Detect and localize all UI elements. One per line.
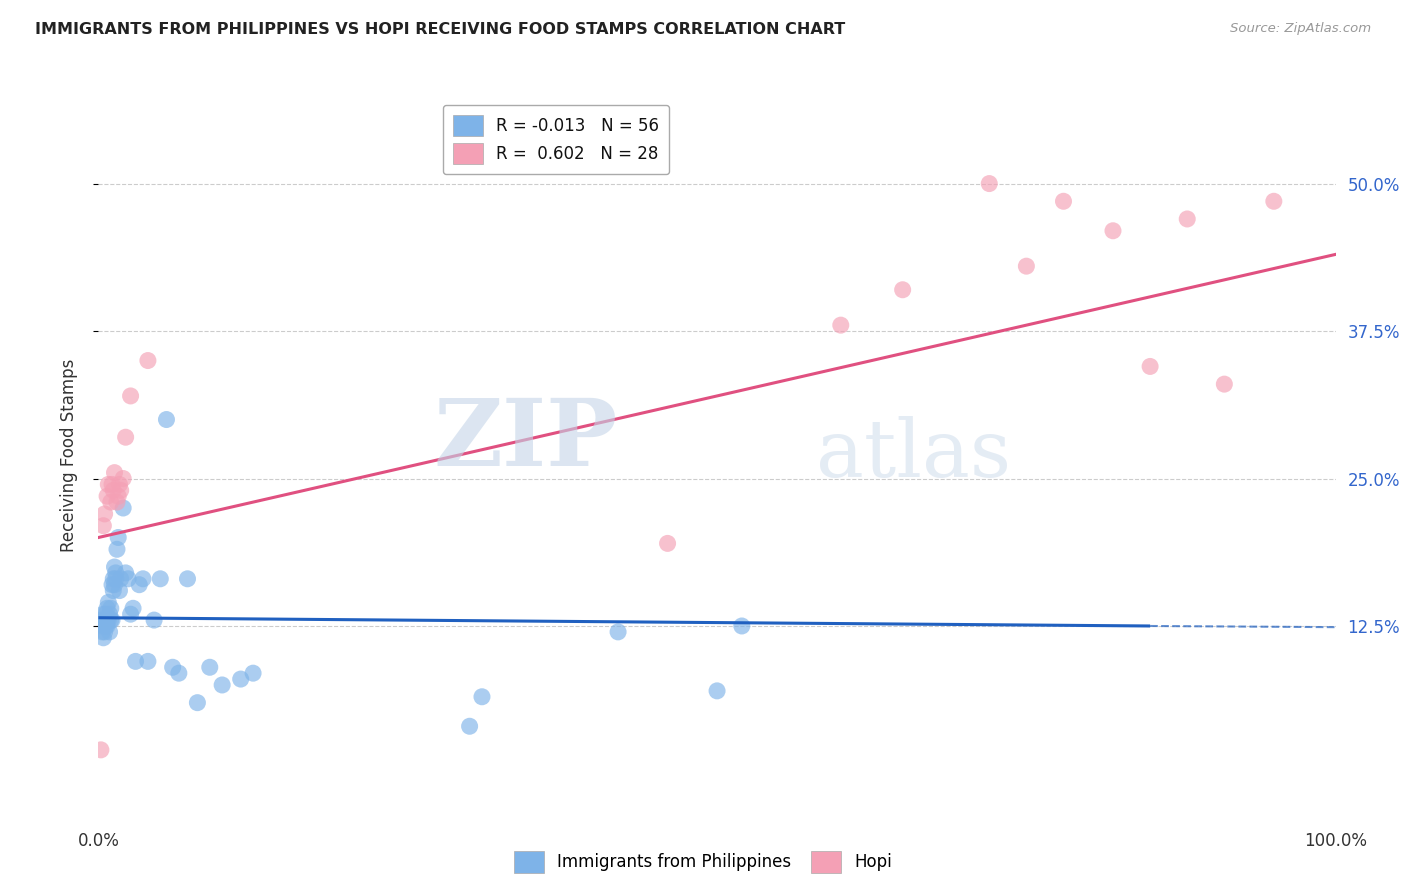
Point (979, 177, 1001, 191)
Point (94, 607, 117, 622)
Point (91, 624, 114, 639)
Point (94, 613, 117, 627)
Point (100, 613, 122, 627)
Point (105, 495, 128, 509)
Text: IMMIGRANTS FROM PHILIPPINES VS HOPI RECEIVING FOOD STAMPS CORRELATION CHART: IMMIGRANTS FROM PHILIPPINES VS HOPI RECE… (35, 22, 845, 37)
Point (167, 666, 190, 681)
Point (1213, 377, 1236, 392)
Point (101, 613, 124, 627)
Point (103, 572, 125, 586)
Point (100, 601, 122, 615)
Point (229, 672, 252, 686)
Point (90, 613, 112, 627)
Point (98, 607, 121, 622)
Point (93, 624, 115, 639)
Point (607, 624, 630, 639)
Point (108, 477, 131, 491)
Point (110, 572, 132, 586)
Text: Source: ZipAtlas.com: Source: ZipAtlas.com (1230, 22, 1371, 36)
Point (100, 495, 122, 509)
Point (97, 477, 120, 491)
Point (1052, 194, 1074, 209)
Point (112, 501, 135, 516)
Point (96, 601, 118, 615)
Point (90, 743, 112, 757)
Point (107, 531, 129, 545)
Point (103, 583, 125, 598)
Point (155, 412, 177, 426)
Point (1139, 359, 1161, 374)
Point (114, 566, 136, 580)
Point (657, 536, 679, 550)
Point (103, 577, 125, 591)
Point (93, 613, 115, 627)
Point (128, 577, 150, 591)
Point (1175, 211, 1198, 226)
Point (97, 595, 120, 609)
Text: ZIP: ZIP (434, 395, 619, 485)
Point (103, 483, 125, 498)
Point (830, 318, 852, 333)
Point (105, 542, 128, 557)
Y-axis label: Receiving Food Stamps: Receiving Food Stamps (59, 359, 77, 551)
Point (122, 601, 145, 615)
Point (136, 654, 159, 668)
Point (93, 518, 115, 533)
Point (93, 631, 115, 645)
Point (103, 560, 125, 574)
Point (706, 684, 728, 698)
Point (1015, 259, 1038, 273)
Point (136, 353, 159, 368)
Point (93, 507, 115, 521)
Point (97, 613, 120, 627)
Point (149, 572, 172, 586)
Point (211, 678, 233, 692)
Point (104, 572, 127, 586)
Point (98, 624, 121, 639)
Point (101, 577, 124, 591)
Point (458, 719, 481, 733)
Point (124, 654, 146, 668)
Point (1263, 194, 1285, 209)
Point (94, 619, 117, 633)
Point (112, 471, 135, 485)
Point (103, 466, 125, 480)
Point (96, 489, 118, 503)
Point (101, 477, 124, 491)
Text: atlas: atlas (815, 416, 1011, 494)
Point (143, 613, 166, 627)
Point (120, 607, 142, 622)
Point (186, 696, 208, 710)
Point (162, 660, 184, 674)
Point (117, 572, 139, 586)
Point (93, 607, 115, 622)
Point (104, 566, 127, 580)
Point (107, 489, 129, 503)
Point (91, 619, 114, 633)
Point (242, 666, 264, 681)
Point (108, 583, 131, 598)
Point (471, 690, 494, 704)
Point (96, 619, 118, 633)
Point (96, 613, 118, 627)
Legend: Immigrants from Philippines, Hopi: Immigrants from Philippines, Hopi (508, 845, 898, 880)
Point (198, 660, 221, 674)
Point (1102, 224, 1125, 238)
Legend: R = -0.013   N = 56, R =  0.602   N = 28: R = -0.013 N = 56, R = 0.602 N = 28 (443, 105, 669, 174)
Point (731, 619, 754, 633)
Point (110, 483, 132, 498)
Point (176, 572, 198, 586)
Point (114, 430, 136, 444)
Point (132, 572, 155, 586)
Point (891, 283, 914, 297)
Point (120, 389, 142, 403)
